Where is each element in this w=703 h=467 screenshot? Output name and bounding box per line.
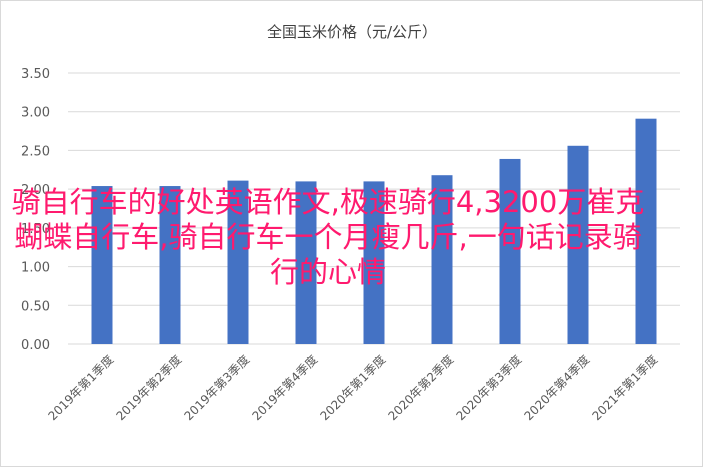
x-tick-label: 2020年第1季度 bbox=[317, 352, 389, 424]
x-tick-label: 2019年第1季度 bbox=[45, 352, 117, 424]
y-tick-label: 1.50 bbox=[21, 222, 50, 237]
bar bbox=[227, 180, 249, 344]
bar bbox=[363, 181, 385, 344]
y-tick-label: 0.00 bbox=[21, 338, 50, 353]
bar bbox=[431, 175, 453, 344]
x-tick-label: 2019年第2季度 bbox=[113, 352, 185, 424]
y-tick-label: 2.50 bbox=[21, 144, 50, 159]
y-tick-label: 0.50 bbox=[21, 299, 50, 314]
bar bbox=[635, 118, 657, 344]
bar bbox=[91, 186, 113, 344]
bar bbox=[295, 181, 317, 344]
bar bbox=[499, 158, 521, 344]
x-tick-label: 2021年第1季度 bbox=[589, 352, 661, 424]
y-tick-label: 1.00 bbox=[21, 261, 50, 276]
x-tick-label: 2020年第4季度 bbox=[521, 352, 593, 424]
y-tick-label: 3.50 bbox=[21, 67, 50, 82]
y-tick-label: 3.00 bbox=[21, 106, 50, 121]
x-tick-label: 2020年第2季度 bbox=[385, 352, 457, 424]
x-tick-label: 2020年第3季度 bbox=[453, 352, 525, 424]
y-tick-label: 2.00 bbox=[21, 183, 50, 198]
x-tick-label: 2019年第3季度 bbox=[181, 352, 253, 424]
watermark-overlay-text: 骑自行车的好处英语作文,极速骑行4,3200万崔克蝴蝶自行车,骑自行车一个月瘦几… bbox=[11, 185, 645, 289]
x-tick-label: 2019年第4季度 bbox=[249, 352, 321, 424]
bar bbox=[159, 186, 181, 344]
chart-title: 全国玉米价格（元/公斤） bbox=[267, 23, 437, 41]
bar bbox=[567, 145, 589, 344]
